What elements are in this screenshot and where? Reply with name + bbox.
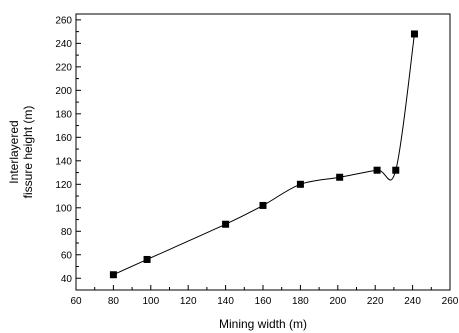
x-tick-label: 200 [329, 296, 346, 307]
plot-frame [75, 13, 451, 291]
x-tick-label: 260 [442, 296, 459, 307]
data-point [410, 30, 418, 38]
x-tick-label: 220 [367, 296, 384, 307]
y-tick-label: 100 [55, 203, 72, 214]
y-axis-title-line-2: fissure height (m) [21, 106, 35, 199]
x-tick-label: 80 [108, 296, 120, 307]
y-tick-label: 180 [55, 109, 72, 120]
y-tick-label: 140 [55, 156, 72, 167]
y-tick-label: 220 [55, 62, 72, 73]
y-tick-label: 240 [55, 39, 72, 50]
data-point [109, 271, 117, 279]
y-tick-label: 200 [55, 86, 72, 97]
data-point [222, 220, 230, 228]
y-tick-label: 260 [55, 15, 72, 26]
y-tick-label: 80 [61, 227, 73, 238]
y-axis-title-line-1: Interlayered [7, 120, 21, 183]
x-tick-label: 60 [70, 296, 82, 307]
x-tick-label: 100 [142, 296, 159, 307]
data-point [373, 166, 381, 174]
y-tick-label: 160 [55, 133, 72, 144]
y-axis-title: Interlayered fissure height (m) [7, 106, 35, 199]
data-markers [109, 30, 418, 279]
x-tick-label: 180 [292, 296, 309, 307]
data-point [296, 180, 304, 188]
x-axis-ticks: 60 80 100 120 140 160 180 200 220 240 260 [70, 285, 459, 307]
y-tick-label: 120 [55, 180, 72, 191]
data-point [336, 173, 344, 181]
x-axis-title: Mining width (m) [219, 317, 307, 331]
plot-border [75, 13, 451, 291]
x-tick-label: 120 [180, 296, 197, 307]
y-tick-label: 60 [61, 250, 73, 261]
y-axis-ticks: 40 60 80 100 120 140 160 180 200 220 240 260 [55, 15, 81, 285]
data-point [143, 255, 151, 263]
x-tick-label: 240 [404, 296, 421, 307]
y-tick-label: 40 [61, 274, 73, 285]
x-tick-label: 160 [255, 296, 272, 307]
x-tick-label: 140 [217, 296, 234, 307]
data-point [392, 166, 400, 174]
data-point [259, 201, 267, 209]
fit-curve [113, 33, 415, 276]
